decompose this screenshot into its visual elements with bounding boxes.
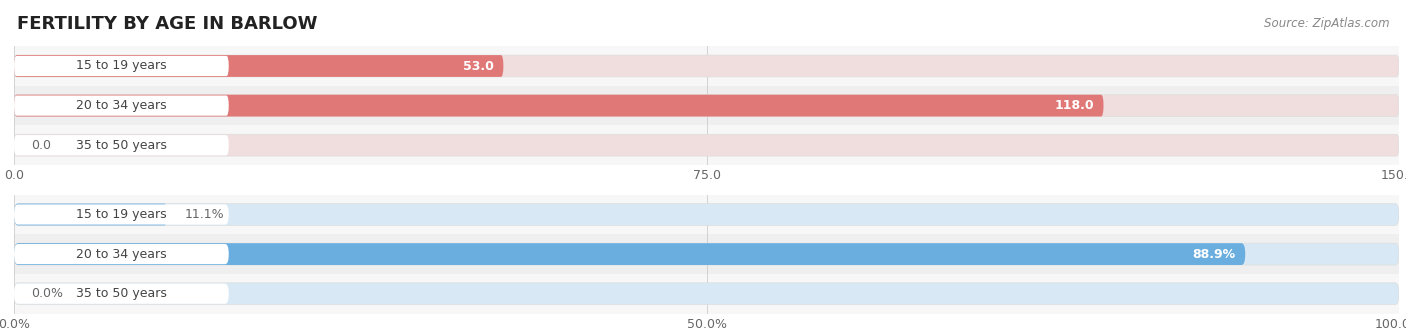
Bar <box>14 234 1399 274</box>
FancyBboxPatch shape <box>14 283 1399 305</box>
FancyBboxPatch shape <box>14 204 1399 225</box>
Text: FERTILITY BY AGE IN BARLOW: FERTILITY BY AGE IN BARLOW <box>17 15 318 33</box>
Text: 0.0: 0.0 <box>31 139 51 152</box>
Text: 11.1%: 11.1% <box>184 208 224 221</box>
Text: 15 to 19 years: 15 to 19 years <box>76 208 167 221</box>
FancyBboxPatch shape <box>14 204 167 225</box>
FancyBboxPatch shape <box>14 95 1399 116</box>
Bar <box>14 46 1399 86</box>
FancyBboxPatch shape <box>14 95 1104 116</box>
FancyBboxPatch shape <box>14 135 229 155</box>
FancyBboxPatch shape <box>14 56 229 76</box>
Text: Source: ZipAtlas.com: Source: ZipAtlas.com <box>1264 17 1389 30</box>
Text: 35 to 50 years: 35 to 50 years <box>76 287 167 300</box>
Text: 118.0: 118.0 <box>1054 99 1094 112</box>
Text: 20 to 34 years: 20 to 34 years <box>76 248 167 261</box>
Text: 20 to 34 years: 20 to 34 years <box>76 99 167 112</box>
Bar <box>14 274 1399 314</box>
FancyBboxPatch shape <box>14 243 1246 265</box>
Bar <box>14 195 1399 234</box>
FancyBboxPatch shape <box>14 55 1399 77</box>
Text: 88.9%: 88.9% <box>1192 248 1236 261</box>
Text: 35 to 50 years: 35 to 50 years <box>76 139 167 152</box>
FancyBboxPatch shape <box>14 95 229 116</box>
Text: 53.0: 53.0 <box>463 59 494 73</box>
FancyBboxPatch shape <box>14 134 1399 156</box>
FancyBboxPatch shape <box>14 283 229 304</box>
Text: 15 to 19 years: 15 to 19 years <box>76 59 167 73</box>
Bar <box>14 86 1399 125</box>
FancyBboxPatch shape <box>14 243 1399 265</box>
FancyBboxPatch shape <box>14 55 503 77</box>
Bar <box>14 125 1399 165</box>
Text: 0.0%: 0.0% <box>31 287 63 300</box>
FancyBboxPatch shape <box>14 244 229 264</box>
FancyBboxPatch shape <box>14 204 229 225</box>
